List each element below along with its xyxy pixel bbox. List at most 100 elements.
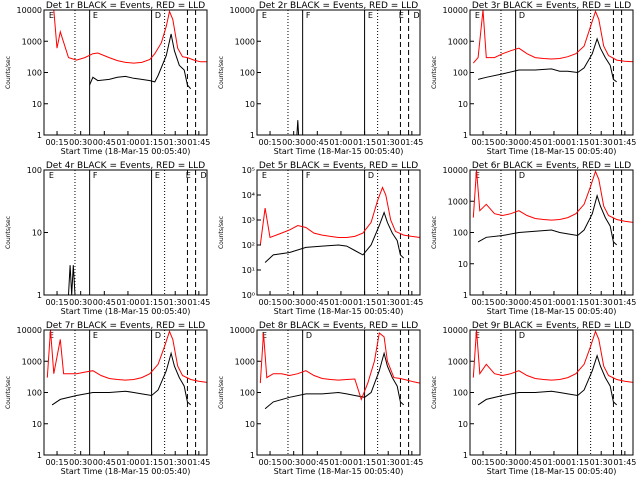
y-tick-label: 10 xyxy=(458,420,468,429)
event-marker-label: F xyxy=(306,171,311,180)
series-line xyxy=(259,332,421,401)
y-tick-label: 1 xyxy=(37,131,42,140)
x-axis-label: Start Time (18-Mar-15 00:05:40) xyxy=(61,147,191,156)
event-marker-label: D xyxy=(200,171,206,180)
event-marker-label: F xyxy=(306,11,311,20)
y-tick-label: 1 xyxy=(37,291,42,300)
event-marker-label: E xyxy=(93,331,98,340)
x-tick-label: 00:30 xyxy=(495,138,518,147)
event-marker-label: D xyxy=(519,11,525,20)
y-axis-label: Counts/sec xyxy=(218,216,225,249)
x-tick-label: 01:00 xyxy=(542,298,565,307)
x-axis-label: Start Time (18-Mar-15 00:05:40) xyxy=(487,147,617,156)
x-tick-label: 01:30 xyxy=(590,458,613,467)
x-tick-label: 00:30 xyxy=(282,138,305,147)
x-tick-label: 00:15 xyxy=(472,458,495,467)
y-tick-label: 1000 xyxy=(448,37,468,46)
y-tick-label: 1 xyxy=(463,291,468,300)
plot-frame xyxy=(469,329,634,456)
x-tick-label: 01:45 xyxy=(613,458,636,467)
x-axis-label: Start Time (18-Mar-15 00:05:40) xyxy=(274,147,404,156)
x-tick-label: 00:15 xyxy=(46,298,69,307)
x-tick-label: 01:00 xyxy=(329,458,352,467)
y-tick-label: 10 xyxy=(245,420,255,429)
x-tick-label: 00:45 xyxy=(93,138,116,147)
y-tick-label: 1000 xyxy=(235,357,255,366)
x-tick-label: 01:00 xyxy=(116,458,139,467)
series-line xyxy=(477,193,618,246)
series-line xyxy=(472,169,634,223)
y-tick-label: 100 xyxy=(240,389,255,398)
event-marker-label: E xyxy=(262,11,267,20)
x-tick-label: 01:15 xyxy=(353,458,376,467)
y-tick-label: 10⁰ xyxy=(242,291,255,300)
x-tick-label: 01:30 xyxy=(164,298,187,307)
x-tick-label: 01:45 xyxy=(187,138,210,147)
y-axis-label: Counts/sec xyxy=(218,376,225,409)
x-tick-label: 01:45 xyxy=(400,138,423,147)
x-axis-label: Start Time (18-Mar-15 00:05:40) xyxy=(61,467,191,476)
series-line xyxy=(89,33,192,90)
x-tick-label: 01:45 xyxy=(187,458,210,467)
x-tick-label: 00:45 xyxy=(519,458,542,467)
x-tick-label: 00:45 xyxy=(306,458,329,467)
y-tick-label: 10⁵ xyxy=(242,166,255,175)
y-tick-label: 1 xyxy=(463,131,468,140)
y-tick-label: 1 xyxy=(463,451,468,460)
x-tick-label: 00:15 xyxy=(259,138,282,147)
series-line xyxy=(259,186,421,246)
x-tick-label: 01:15 xyxy=(566,298,589,307)
y-tick-label: 100 xyxy=(453,229,468,238)
event-marker-label: E xyxy=(49,171,54,180)
x-tick-label: 00:45 xyxy=(93,458,116,467)
detector-panel: Det 7r BLACK = Events, RED = LLD E E D 1 10 10… xyxy=(0,320,213,480)
y-tick-label: 1000 xyxy=(448,357,468,366)
chart-title: Det 9r BLACK = Events, RED = LLD xyxy=(472,321,631,331)
plot-frame xyxy=(43,169,208,296)
x-tick-label: 00:30 xyxy=(282,298,305,307)
chart-title: Det 2r BLACK = Events, RED = LLD xyxy=(259,1,418,11)
y-axis-label: Counts/sec xyxy=(218,56,225,89)
plot-frame xyxy=(469,9,634,136)
event-marker-label: E xyxy=(399,11,404,20)
event-marker-label: E xyxy=(262,331,267,340)
x-tick-label: 00:15 xyxy=(259,298,282,307)
y-tick-label: 100 xyxy=(27,166,42,175)
x-tick-label: 01:15 xyxy=(566,458,589,467)
chart-title: Det 6r BLACK = Events, RED = LLD xyxy=(472,161,631,171)
x-tick-label: 00:30 xyxy=(495,298,518,307)
y-axis-label: Counts/sec xyxy=(431,376,438,409)
y-tick-label: 1 xyxy=(250,451,255,460)
x-tick-label: 01:00 xyxy=(329,138,352,147)
detector-panel: Det 8r BLACK = Events, RED = LLD E D 1 10 100… xyxy=(213,320,426,480)
y-tick-label: 10000 xyxy=(230,6,255,15)
chart-title: Det 1r BLACK = Events, RED = LLD xyxy=(46,1,205,11)
x-tick-label: 00:45 xyxy=(306,138,329,147)
series-line xyxy=(46,329,208,383)
event-marker-label: E xyxy=(186,171,191,180)
chart-title: Det 3r BLACK = Events, RED = LLD xyxy=(472,1,631,11)
x-tick-label: 01:30 xyxy=(377,458,400,467)
series-line xyxy=(472,9,634,64)
x-tick-label: 01:45 xyxy=(613,138,636,147)
y-tick-label: 10000 xyxy=(17,326,42,335)
event-marker-label: D xyxy=(368,171,374,180)
event-marker-label: F xyxy=(93,171,98,180)
chart-title: Det 7r BLACK = Events, RED = LLD xyxy=(46,321,205,331)
series-line xyxy=(472,329,634,383)
event-marker-label: E xyxy=(475,331,480,340)
x-tick-label: 01:45 xyxy=(400,458,423,467)
series-line xyxy=(51,351,192,406)
y-tick-label: 10¹ xyxy=(242,266,255,275)
y-tick-label: 10 xyxy=(32,100,42,109)
y-axis-label: Counts/sec xyxy=(5,216,12,249)
chart-title: Det 8r BLACK = Events, RED = LLD xyxy=(259,321,418,331)
event-marker-label: E xyxy=(475,11,480,20)
x-tick-label: 01:45 xyxy=(613,298,636,307)
